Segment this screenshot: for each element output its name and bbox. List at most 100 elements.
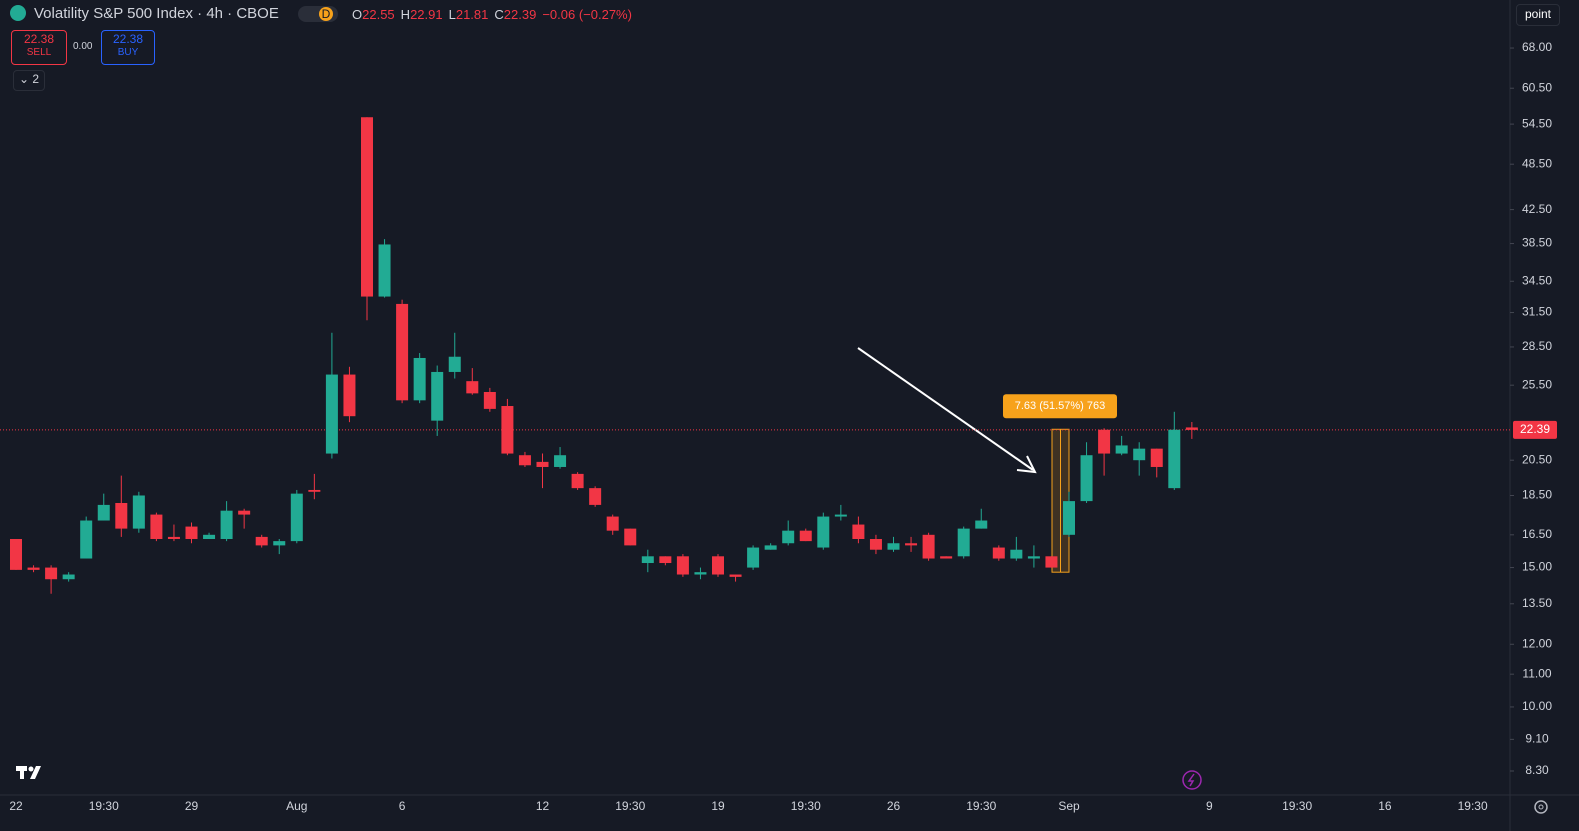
candle-body: [45, 567, 58, 580]
candle-body: [1098, 429, 1111, 454]
last-price-badge: [1513, 420, 1557, 439]
tv-logo: [16, 766, 41, 779]
candle-body: [62, 574, 75, 580]
candle-body: [852, 524, 865, 540]
arrow-head: [1016, 455, 1037, 474]
candle-body: [554, 455, 567, 467]
x-tick-label: 12: [536, 799, 550, 813]
x-tick-label: 29: [185, 799, 199, 813]
candle-body: [869, 539, 882, 550]
buy-button[interactable]: 22.38 BUY: [101, 30, 155, 65]
measure-label-bg: [1003, 394, 1117, 419]
candle-body: [606, 516, 619, 531]
x-tick-label: 19:30: [1282, 799, 1312, 813]
y-tick-label: 38.50: [1522, 236, 1552, 250]
symbol-title[interactable]: Volatility S&P 500 Index · 4h · CBOE: [34, 5, 279, 22]
y-tick-label: 13.50: [1522, 596, 1552, 610]
candle-body: [308, 489, 321, 492]
candle-body: [729, 574, 742, 577]
y-tick-label: 20.50: [1522, 452, 1552, 466]
candle-body: [290, 493, 303, 542]
x-tick-label: 19:30: [1458, 799, 1488, 813]
candle-body: [659, 556, 672, 564]
candle-body: [220, 510, 233, 540]
candle-body: [1080, 455, 1093, 502]
candle-body: [676, 556, 689, 575]
interval-badge: D: [319, 7, 333, 21]
y-tick-label: 48.50: [1522, 156, 1552, 170]
candle-body: [1010, 549, 1023, 559]
x-tick-label: 19:30: [615, 799, 645, 813]
candle-body: [905, 543, 918, 546]
y-tick-label: 15.00: [1522, 560, 1552, 574]
x-tick-label: 16: [1378, 799, 1392, 813]
scale-mode[interactable]: point: [1516, 4, 1560, 26]
x-tick-label: 6: [399, 799, 406, 813]
y-tick-label: 31.50: [1522, 305, 1552, 319]
candle-body: [483, 391, 496, 409]
candle-body: [940, 556, 953, 559]
candle-body: [150, 514, 163, 540]
alert-bolt: [1187, 773, 1195, 787]
candle-body: [975, 520, 988, 529]
buy-price: 22.38: [112, 32, 144, 46]
candle-body: [238, 510, 251, 515]
candle-body: [396, 303, 409, 401]
x-tick-label: 19:30: [791, 799, 821, 813]
ohlc-legend: O22.55 H22.91 L21.81 C22.39 −0.06 (−0.27%): [352, 7, 632, 22]
y-tick-label: 18.50: [1522, 488, 1552, 502]
candle-body: [97, 504, 110, 521]
sell-button[interactable]: 22.38 SELL: [11, 30, 67, 65]
candle-body: [1133, 448, 1146, 461]
x-tick-label: 9: [1206, 799, 1213, 813]
ohlc-change: −0.06 (−0.27%): [542, 7, 632, 22]
ohlc-value: 22.55: [362, 7, 395, 22]
y-tick-label: 60.50: [1522, 80, 1552, 94]
ohlc-value: 22.39: [503, 7, 537, 22]
settings-icon[interactable]: [1534, 800, 1548, 814]
ohlc-key: L: [448, 7, 456, 22]
candle-body: [167, 536, 180, 540]
interval-pill[interactable]: D: [298, 6, 338, 22]
candle-body: [518, 455, 531, 466]
alert-icon[interactable]: [1182, 770, 1202, 790]
x-tick-label: Aug: [286, 799, 307, 813]
candle-body: [501, 406, 514, 454]
candle-body: [571, 473, 584, 489]
candle-body: [887, 543, 900, 550]
candle-body: [834, 514, 847, 517]
candle-body: [922, 534, 935, 559]
candle-body: [466, 381, 479, 394]
candle-body: [80, 520, 93, 559]
candle-body: [1063, 501, 1075, 535]
candle-body: [1027, 556, 1040, 559]
candle-body: [273, 541, 286, 546]
ohlc-key: H: [400, 7, 411, 22]
y-tick-label: 42.50: [1522, 202, 1552, 216]
sell-price: 22.38: [23, 32, 55, 46]
arrow: [857, 347, 1034, 471]
y-tick-label: 28.50: [1522, 339, 1552, 353]
x-tick-label: 22: [9, 799, 23, 813]
indicators-toggle[interactable]: ⌄ 2: [13, 70, 45, 91]
candle-body: [1168, 429, 1181, 489]
candle-body: [1185, 427, 1198, 430]
x-tick-label: Sep: [1058, 799, 1080, 813]
candle-body: [115, 502, 128, 529]
x-tick-label: 19: [711, 799, 725, 813]
measure-label: 7.63 (51.57%) 763: [1015, 400, 1106, 412]
x-tick-label: 19:30: [89, 799, 119, 813]
buy-label: BUY: [117, 47, 139, 58]
last-price-label: 22.39: [1520, 422, 1550, 436]
candle-body: [641, 556, 654, 564]
y-tick-label: 10.00: [1522, 699, 1552, 713]
candle-body: [185, 526, 198, 540]
ohlc-key: O: [352, 7, 363, 22]
candle-body: [448, 356, 461, 372]
symbol-icon: [10, 5, 26, 21]
candle-body: [1150, 448, 1163, 467]
x-tick-label: 19:30: [966, 799, 996, 813]
candle-body: [817, 516, 830, 548]
candle-body: [431, 371, 444, 421]
candle-body: [343, 374, 356, 417]
